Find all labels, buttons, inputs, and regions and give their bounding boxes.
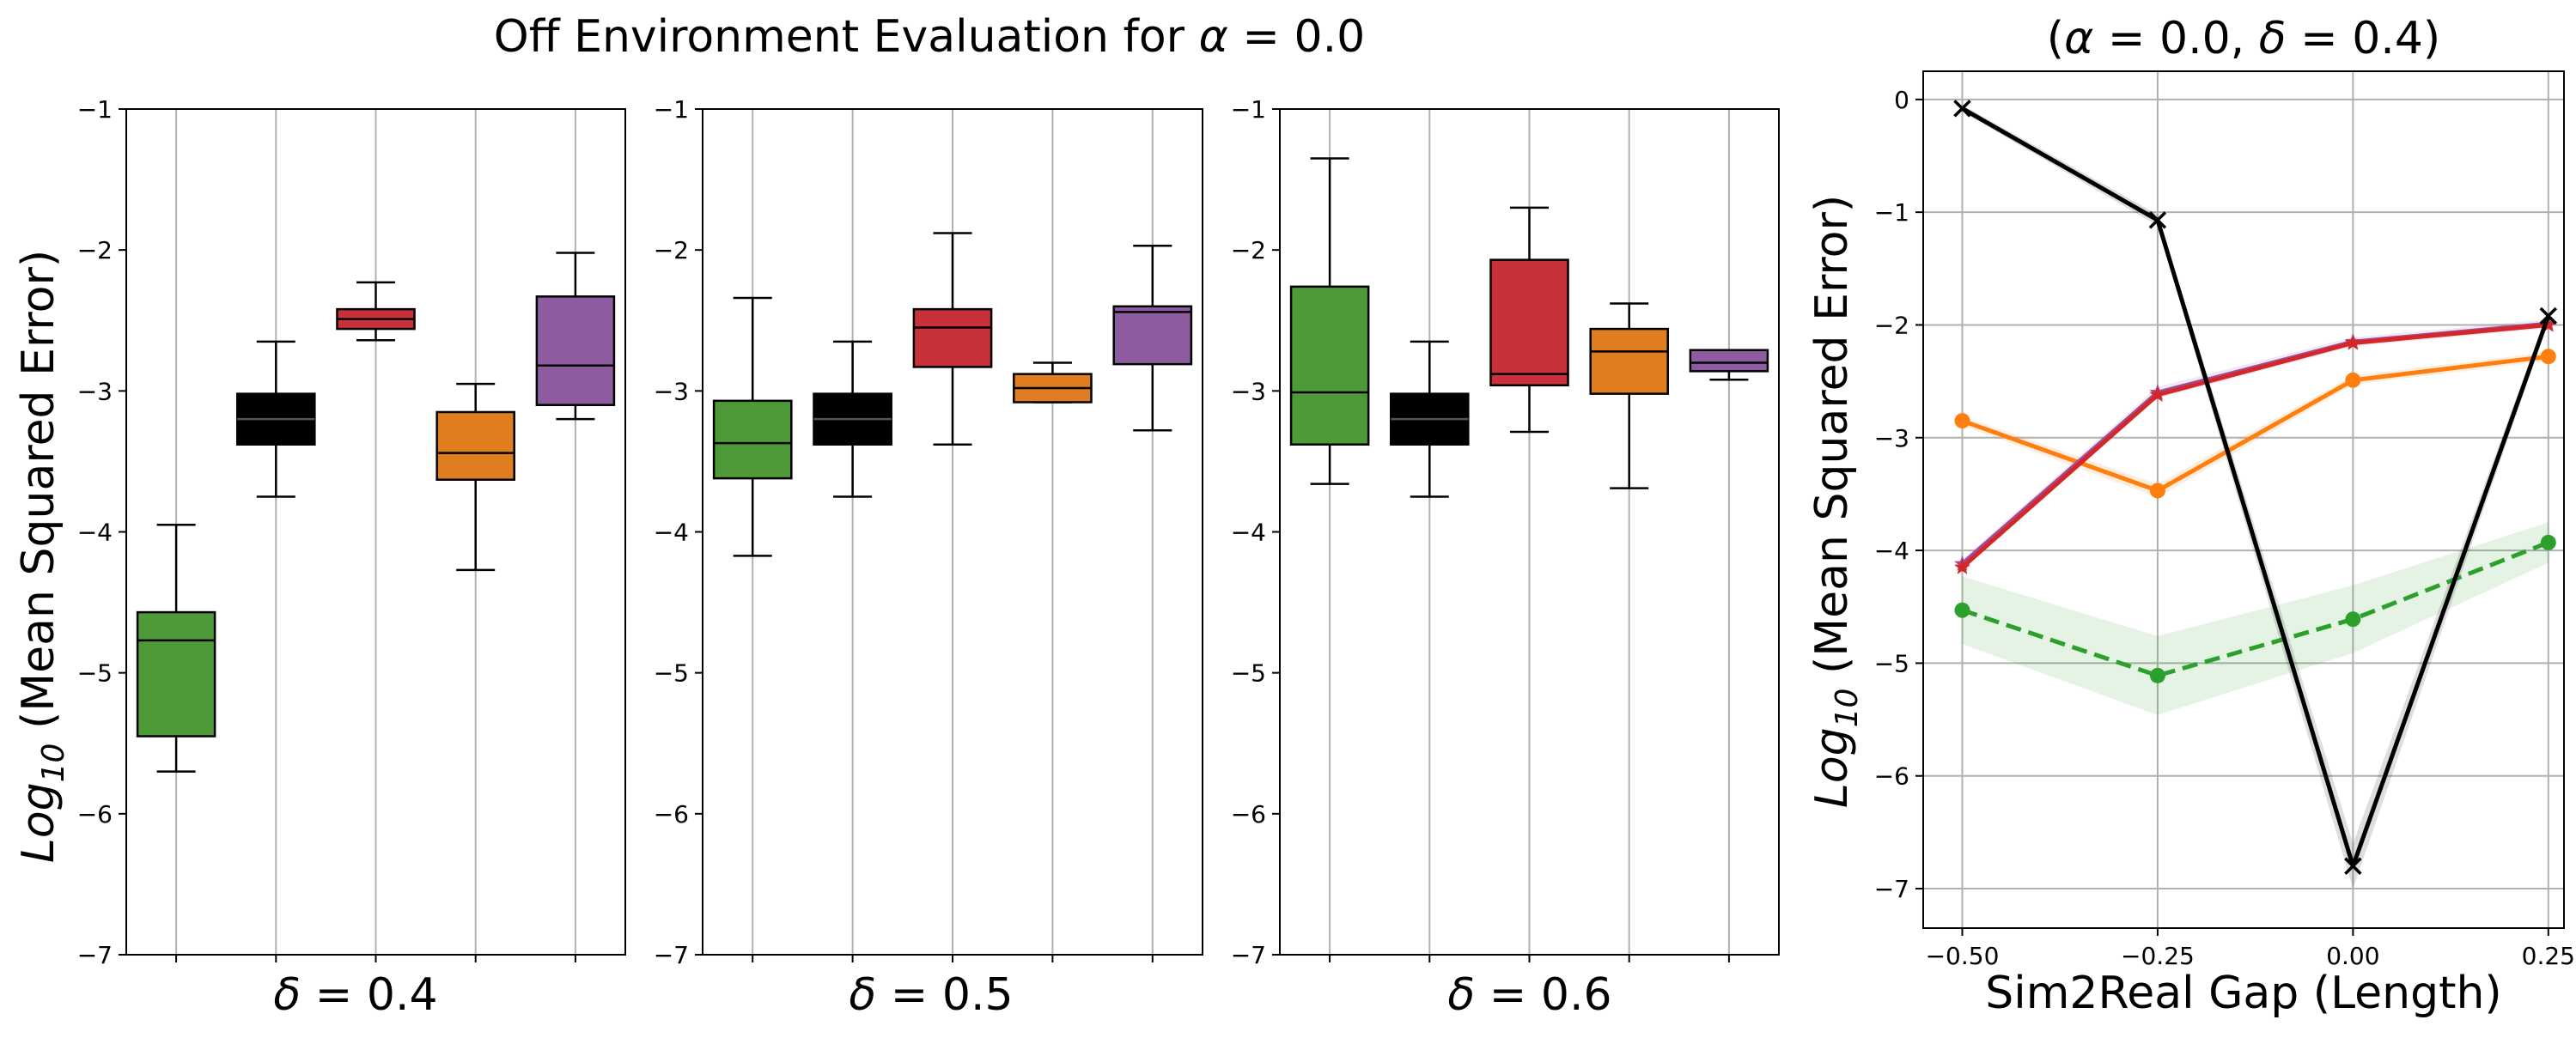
y-tick-label: −4 <box>1231 519 1266 547</box>
boxplot-y-axis-label: Log10 (Mean Squared Error) <box>13 250 71 863</box>
y-tick-label: −6 <box>1231 800 1266 829</box>
data-point-line_orange <box>2345 372 2361 388</box>
box-orange <box>435 410 515 482</box>
line-panel-title: (α = 0.0, δ = 0.4) <box>2047 13 2440 64</box>
x-tick-label: 0.00 <box>2326 942 2379 970</box>
line-panel-y-axis-label: Log10 (Mean Squared Error) <box>1806 195 1865 808</box>
series-line-black <box>1961 106 2551 869</box>
x-tick-label: −0.25 <box>2121 942 2195 970</box>
box-green <box>712 399 793 480</box>
data-point-line_red <box>1954 558 1970 574</box>
data-point-black <box>2344 857 2362 876</box>
data-point-line_orange <box>2540 349 2556 365</box>
confidence-band <box>1962 105 2549 889</box>
y-tick-label: −2 <box>1874 311 1909 339</box>
y-tick-label: −3 <box>77 377 113 405</box>
data-point-line_orange <box>2149 483 2165 499</box>
y-tick-label: −1 <box>1231 95 1266 124</box>
y-tick-label: −6 <box>77 800 113 829</box>
line-panel: −7 −6 −5 −4 −3 −2 −1 0 −0.50 −0.25 0.00 0.25 <box>1874 70 2575 970</box>
y-tick-label: 0 <box>1894 86 1909 114</box>
confidence-band <box>1962 522 2549 715</box>
boxplot-panel-delta-0.5: −7 −6 −5 −4 −3 −2 −1 <box>654 95 1203 969</box>
box-red <box>1489 258 1569 387</box>
series-line-line_purple <box>1960 321 2549 566</box>
series-line-line_green <box>1961 540 2549 678</box>
y-tick-label: −1 <box>77 95 113 124</box>
figure-suptitle: Off Environment Evaluation for α = 0.0 <box>494 11 1365 63</box>
y-tick-label: −5 <box>1231 659 1266 688</box>
y-tick-label: −7 <box>1231 941 1266 969</box>
y-tick-label: −3 <box>1231 377 1266 405</box>
data-point-line_red <box>2540 316 2557 332</box>
panel-3-x-axis-label: δ = 0.6 <box>1447 969 1611 1021</box>
box-red <box>912 307 993 368</box>
y-tick-label: −7 <box>77 941 113 969</box>
boxplot-panel-delta-0.4: −7 −6 −5 −4 −3 −2 −1 <box>77 95 626 969</box>
data-point-line_red <box>2344 334 2361 350</box>
box-green <box>136 610 216 738</box>
y-tick-label: −6 <box>1874 762 1909 791</box>
y-tick-label: −2 <box>77 236 113 264</box>
data-point-line_orange <box>1954 413 1970 429</box>
data-point-line_red <box>2149 385 2166 402</box>
x-tick-label: 0.25 <box>2522 942 2575 970</box>
x-tick-label: −0.50 <box>1926 942 2000 970</box>
axes-frame <box>1922 70 2565 929</box>
confidence-band <box>1962 351 2549 498</box>
data-point-black <box>1953 100 1971 118</box>
box-orange <box>1589 327 1669 395</box>
y-tick-label: −2 <box>654 236 689 264</box>
y-tick-label: −6 <box>654 800 689 829</box>
y-tick-label: −4 <box>654 519 689 547</box>
data-point-black <box>2539 307 2558 325</box>
data-point-line_green <box>2540 534 2556 550</box>
y-tick-label: −3 <box>1874 424 1909 452</box>
box-green <box>1289 285 1370 446</box>
y-tick-label: −5 <box>77 659 113 688</box>
panel-2-x-axis-label: δ = 0.5 <box>849 969 1013 1021</box>
box-purple <box>1112 305 1193 366</box>
y-tick-label: −5 <box>654 659 689 688</box>
data-point-line_green <box>2149 667 2165 683</box>
series-line-line_red <box>1960 322 2549 569</box>
y-tick-label: −4 <box>1874 537 1909 565</box>
y-tick-label: −4 <box>77 519 113 547</box>
box-purple <box>1689 349 1769 373</box>
line-panel-x-axis-label: Sim2Real Gap (Length) <box>1985 968 2501 1019</box>
y-tick-label: −1 <box>1874 198 1909 227</box>
y-tick-label: −7 <box>1874 875 1909 903</box>
panel-1-x-axis-label: δ = 0.4 <box>273 969 437 1021</box>
data-point-line_green <box>2345 611 2361 628</box>
y-tick-label: −5 <box>1874 649 1909 677</box>
series-line-line_orange <box>1961 354 2549 493</box>
y-tick-label: −3 <box>654 377 689 405</box>
box-purple <box>535 295 616 407</box>
data-point-black <box>2148 211 2167 229</box>
y-tick-label: −1 <box>654 95 689 124</box>
y-tick-label: −2 <box>1231 236 1266 264</box>
data-point-line_green <box>1954 602 1970 618</box>
y-tick-label: −7 <box>654 941 689 969</box>
boxplot-panel-delta-0.6: −7 −6 −5 −4 −3 −2 −1 <box>1231 95 1780 969</box>
